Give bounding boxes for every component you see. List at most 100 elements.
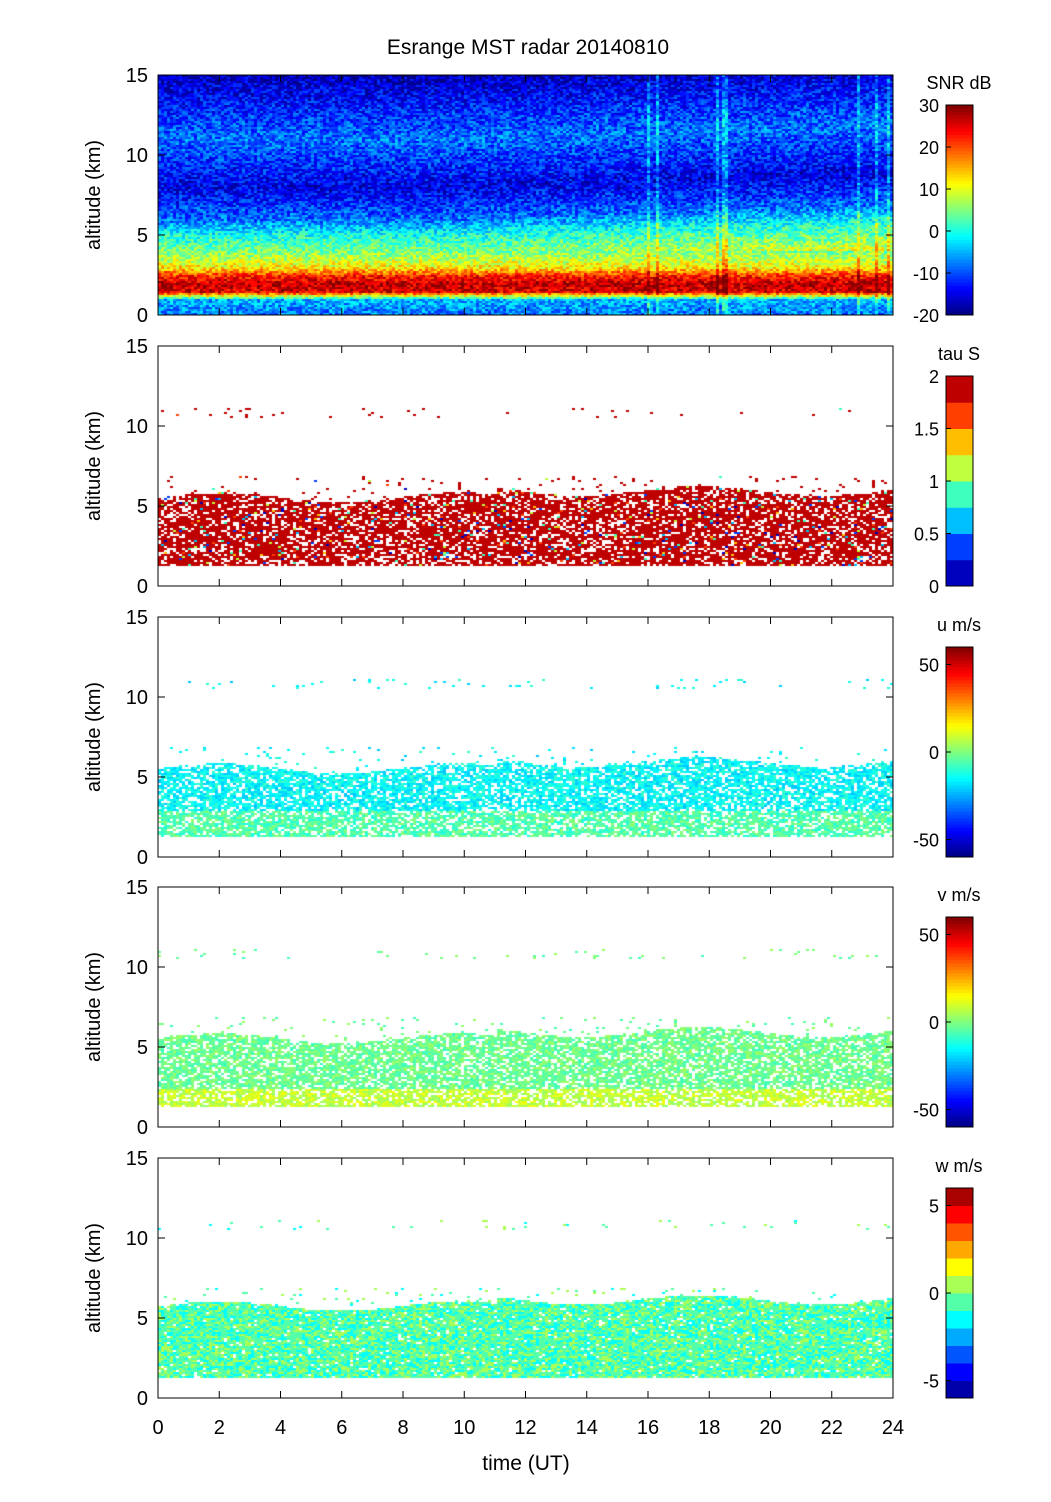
colorbar-segment [946,702,973,707]
heatmap-tau [158,346,893,586]
colorbar-tick-label: -50 [913,1101,939,1121]
colorbar-segment [946,196,973,201]
x-tick-label: 6 [336,1417,347,1439]
colorbar-segment [946,992,973,997]
colorbar-segment [946,200,973,204]
colorbar-segment [946,1028,973,1033]
heatmap-u [158,617,893,857]
colorbar-segment [946,301,973,306]
colorbar-segment [946,1223,973,1241]
x-tick-label: 22 [821,1417,843,1439]
colorbar-segment [946,794,973,799]
colorbar-segment [946,969,973,974]
colorbar-segment [946,144,973,149]
y-tick-label: 0 [137,1388,148,1410]
colorbar-tick-label: -5 [923,1372,939,1392]
colorbar-segment [946,288,973,293]
colorbar-segment [946,976,973,980]
colorbar-segment [946,827,973,832]
colorbar-segment [946,111,973,116]
colorbar-segment [946,758,973,763]
colorbar-segment [946,1328,973,1346]
colorbar-segment [946,141,973,145]
y-tick-label: 5 [137,1308,148,1330]
colorbar-segment [946,223,973,227]
x-tick-label: 16 [637,1417,659,1439]
colorbar-tick-label: 1.5 [914,420,939,440]
x-tick-label: 14 [576,1417,598,1439]
colorbar-segment [946,995,973,1000]
colorbar-segment [946,725,973,730]
y-tick-label: 5 [137,1037,148,1059]
colorbar-segment [946,137,973,142]
colorbar-segment [946,1041,973,1046]
colorbar-segment [946,252,973,257]
colorbar-segment [946,131,973,136]
y-tick-label: 10 [126,145,148,167]
colorbar-segment [946,1031,973,1036]
colorbar-segment [946,738,973,743]
colorbar-segment [946,666,973,671]
colorbar-segment [946,246,973,250]
colorbar-segment [946,242,973,247]
colorbar-segment [946,1054,973,1059]
colorbar-segment [946,255,973,260]
colorbar-segment [946,774,973,779]
y-tick-label: 10 [126,957,148,979]
colorbar-segment [946,1044,973,1049]
colorbar-segment [946,807,973,812]
colorbar-segment [946,920,973,925]
y-tick-label: 5 [137,767,148,789]
colorbar-segment [946,732,973,737]
y-tick-label: 15 [126,65,148,87]
colorbar-segment [946,282,973,286]
colorbar-segment [946,742,973,746]
colorbar-tick-label: 1 [929,472,939,492]
colorbar-segment [946,709,973,714]
colorbar-segment [946,843,973,848]
colorbar-segment [946,930,973,934]
x-tick-label: 0 [152,1417,163,1439]
colorbar-segment [946,213,973,218]
colorbar-segment [946,1015,973,1020]
colorbar-segment [946,771,973,776]
colorbar-segment [946,311,973,316]
colorbar-segment [946,692,973,697]
x-tick-label: 2 [214,1417,225,1439]
colorbar-segment [946,121,973,126]
colorbar-tick-label: 0 [929,1284,939,1304]
colorbar-segment [946,239,973,244]
colorbar-segment [946,1205,973,1224]
colorbar-segment [946,699,973,704]
colorbar-segment [946,656,973,661]
colorbar-segment [946,160,973,165]
colorbar-segment [946,850,973,855]
colorbar-segment [946,926,973,931]
colorbar-tick-label: 2 [929,367,939,387]
colorbar-segment [946,105,973,109]
colorbar-segment [946,752,973,756]
y-tick-label: 0 [137,576,148,598]
colorbar-segment [946,173,973,178]
colorbar-segment [946,1120,973,1125]
colorbar-segment [946,781,973,786]
colorbar-segment [946,308,973,313]
colorbar-tick-label: 50 [919,656,939,676]
colorbar-segment [946,689,973,694]
colorbar-segment [946,1005,973,1010]
colorbar-segment [946,292,973,296]
colorbar-segment [946,150,973,155]
colorbar-segment [946,953,973,957]
colorbar-segment [946,1123,973,1128]
heatmap-snr [158,75,893,315]
chart-title: Esrange MST radar 20140810 [387,36,669,59]
colorbar-segment [946,1035,973,1039]
y-tick-label: 0 [137,847,148,869]
colorbar-tick-label: 0 [929,222,939,242]
colorbar-segment [946,949,973,954]
colorbar-segment [946,853,973,858]
x-tick-label: 8 [397,1417,408,1439]
colorbar-segment [946,1002,973,1007]
colorbar-segment [946,1087,973,1092]
